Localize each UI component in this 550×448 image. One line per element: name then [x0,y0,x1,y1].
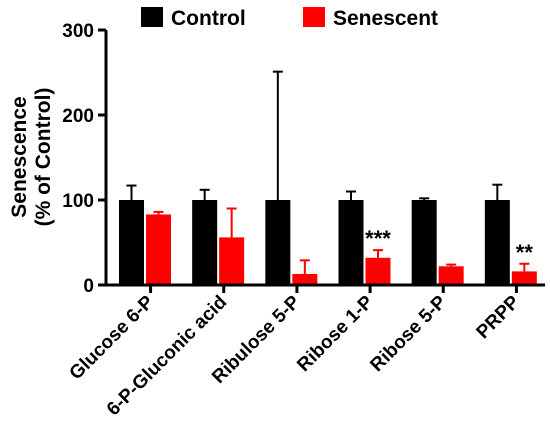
bar-control-3 [265,200,291,285]
bar-senescent-4 [365,257,391,285]
y-axis: 0 100 200 300 [62,21,108,297]
significance-label: *** [365,226,391,251]
bar-control-6 [484,200,510,285]
x-tick-label: Ribose 5-P [366,291,451,376]
bar-senescent-5 [438,266,464,285]
x-tick-label: 6-P-Gluconic acid [103,292,231,420]
x-tick-label: PRPP [473,291,525,343]
x-tick-label: Ribose 1-P [293,291,378,376]
bars: ***** [119,70,537,285]
bar-senescent-6 [511,271,537,285]
bar-senescent-2 [219,237,245,285]
bar-senescent-1 [146,214,171,285]
significance-label: ** [516,240,534,265]
bar-control-2 [192,200,218,285]
bar-control-1 [119,200,144,285]
bar-control-4 [338,200,364,285]
legend-label-control: Control [171,7,246,30]
y-tick-label: 200 [62,106,94,127]
y-axis-label-line2: (% of Control) [32,88,55,227]
bar-control-5 [411,200,437,285]
y-tick-label: 300 [62,21,94,42]
legend-swatch-control [141,7,163,27]
legend: Control Senescent [141,7,438,30]
legend-label-senescent: Senescent [333,7,438,30]
y-tick-label: 0 [83,276,94,297]
y-tick-label: 100 [62,191,94,212]
legend-swatch-senescent [303,7,325,27]
bar-senescent-3 [292,273,318,285]
y-axis-label-line1: Senescence [8,96,31,217]
